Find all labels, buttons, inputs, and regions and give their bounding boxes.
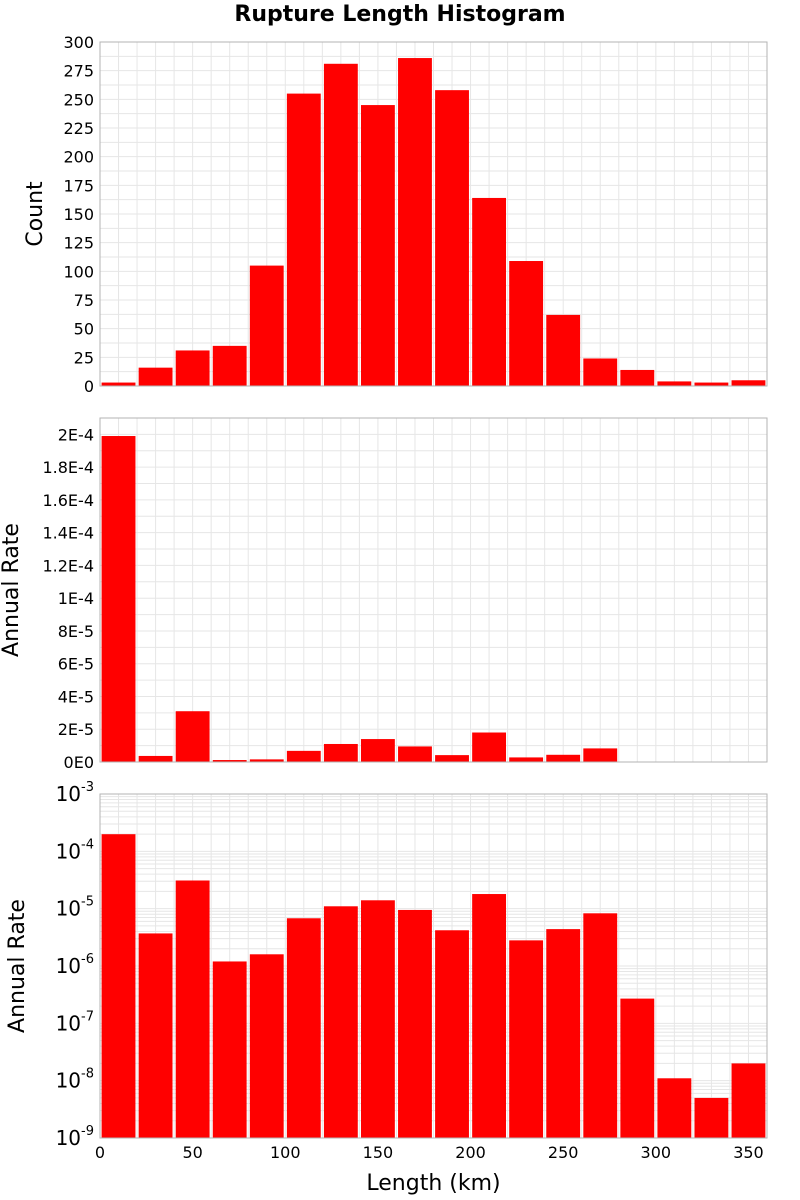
x-tick-label: 50	[182, 1143, 202, 1162]
x-tick-label: 350	[733, 1143, 764, 1162]
y-tick-label: 250	[63, 90, 94, 109]
y-tick-label: 8E-5	[58, 622, 94, 641]
histogram-bar	[398, 58, 432, 386]
histogram-bar	[360, 900, 395, 1138]
y-tick-label: 1E-4	[58, 589, 94, 608]
y-axis-label: Count	[23, 181, 48, 247]
histogram-bar	[731, 1063, 766, 1138]
histogram-bar	[286, 93, 321, 386]
histogram-bar	[360, 739, 395, 762]
histogram-bar	[694, 382, 729, 386]
histogram-bar	[175, 711, 210, 762]
histogram-bar	[509, 757, 544, 762]
histogram-bar	[398, 909, 432, 1138]
histogram-bar	[694, 1097, 729, 1138]
histogram-bar	[286, 750, 321, 762]
histogram-bar	[286, 918, 321, 1138]
y-tick-label: 10-4	[56, 837, 94, 863]
y-tick-label: 1.8E-4	[42, 458, 94, 477]
histogram-bar	[509, 261, 544, 386]
histogram-bar	[583, 748, 618, 762]
histogram-bar	[138, 755, 173, 762]
x-tick-label: 0	[95, 1143, 105, 1162]
histogram-bar	[175, 880, 210, 1138]
histogram-bar	[546, 314, 581, 386]
histogram-bar	[101, 834, 136, 1138]
x-tick-label: 300	[641, 1143, 672, 1162]
histogram-bar	[472, 732, 507, 762]
histogram-bar	[323, 743, 358, 762]
x-tick-label: 150	[363, 1143, 394, 1162]
y-tick-label: 10-9	[56, 1124, 94, 1150]
histogram-bar	[657, 381, 692, 386]
y-tick-label: 150	[63, 205, 94, 224]
histogram-bar	[138, 367, 173, 386]
histogram-bar	[212, 961, 247, 1138]
y-tick-label: 10-6	[56, 952, 94, 978]
histogram-bar	[212, 345, 247, 386]
y-tick-label: 100	[63, 262, 94, 281]
x-tick-label: 200	[455, 1143, 486, 1162]
y-tick-label: 125	[63, 234, 94, 253]
chart-title: Rupture Length Histogram	[234, 2, 566, 27]
histogram-bar	[731, 380, 766, 386]
y-tick-label: 1.4E-4	[42, 524, 94, 543]
histogram-bar	[620, 998, 655, 1138]
y-tick-label: 0	[84, 377, 94, 396]
histogram-bar	[583, 913, 618, 1138]
plot-frame	[99, 41, 768, 387]
histogram-bar	[435, 90, 469, 386]
y-tick-label: 175	[63, 176, 94, 195]
y-tick-label: 4E-5	[58, 687, 94, 706]
y-tick-label: 0E0	[64, 753, 94, 772]
histogram-bar	[101, 382, 136, 386]
histogram-bar	[323, 906, 358, 1138]
histogram-bar	[101, 436, 136, 762]
y-tick-label: 10-8	[56, 1067, 94, 1093]
y-tick-label: 1.6E-4	[42, 491, 94, 510]
histogram-bar	[435, 930, 469, 1138]
x-axis-label: Length (km)	[366, 1171, 500, 1196]
y-tick-label: 2E-5	[58, 720, 94, 739]
histogram-bar	[175, 350, 210, 386]
histogram-bar	[360, 105, 395, 387]
plot-frame	[99, 793, 768, 1139]
y-tick-label: 75	[74, 291, 94, 310]
histogram-bar	[583, 358, 618, 386]
x-tick-label: 100	[270, 1143, 301, 1162]
x-tick-label: 250	[548, 1143, 579, 1162]
histogram-bar	[249, 759, 284, 762]
histogram-bar	[472, 894, 507, 1138]
y-axis-label: Annual Rate	[0, 523, 24, 657]
histogram-bar	[546, 754, 581, 762]
y-tick-label: 2E-4	[58, 425, 94, 444]
histogram-bar	[138, 933, 173, 1138]
histogram-bar	[509, 940, 544, 1138]
y-tick-label: 10-7	[56, 1009, 94, 1035]
histogram-bar	[472, 197, 507, 386]
plot-frame	[99, 417, 768, 763]
histogram-bar	[249, 954, 284, 1138]
histogram-bar	[323, 63, 358, 386]
histogram-bar	[546, 929, 581, 1138]
y-tick-label: 10-5	[56, 895, 94, 921]
y-tick-label: 10-3	[56, 780, 94, 806]
y-tick-label: 200	[63, 148, 94, 167]
y-axis-label: Annual Rate	[5, 899, 30, 1033]
histogram-bar	[249, 265, 284, 386]
y-tick-label: 275	[63, 62, 94, 81]
histogram-bar	[657, 1078, 692, 1138]
y-tick-label: 50	[74, 320, 94, 339]
histogram-bar	[212, 760, 247, 762]
y-tick-label: 6E-5	[58, 655, 94, 674]
y-tick-label: 25	[74, 348, 94, 367]
histogram-bar	[620, 369, 655, 386]
y-tick-label: 225	[63, 119, 94, 138]
y-tick-label: 300	[63, 33, 94, 52]
histogram-bar	[435, 755, 469, 762]
histogram-bar	[398, 746, 432, 762]
y-tick-label: 1.2E-4	[42, 556, 94, 575]
